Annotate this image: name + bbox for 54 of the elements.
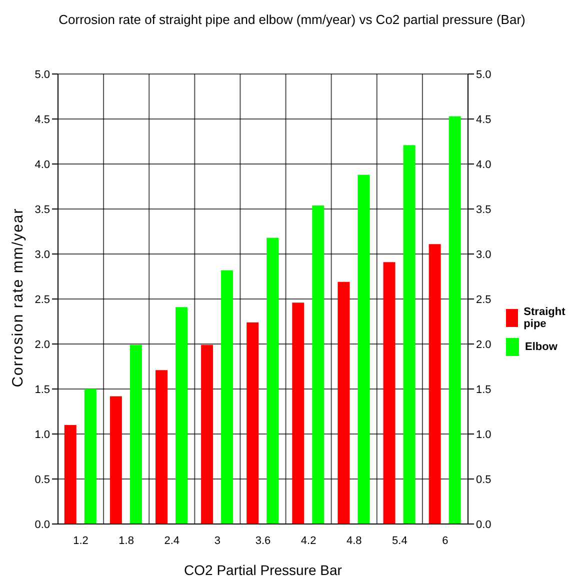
y2-tick-label: 4.5 <box>476 114 492 126</box>
y-tick-label: 3.5 <box>34 204 50 216</box>
bar <box>383 262 396 524</box>
x-axis-title: CO2 Partial Pressure Bar <box>183 562 343 578</box>
y2-tick-label: 0.5 <box>476 474 492 486</box>
y2-tick-label: 4.0 <box>476 158 492 171</box>
bar <box>403 145 416 524</box>
y2-tick-label: 5.0 <box>476 68 492 81</box>
y-tick-label: 4.0 <box>34 158 50 171</box>
bar <box>64 425 76 524</box>
y-tick-label: 1.0 <box>34 428 50 441</box>
bar <box>292 302 304 524</box>
bar <box>358 174 370 524</box>
bar <box>201 344 214 524</box>
y-tick-label: 2.5 <box>34 294 50 306</box>
x-tick-label: 1.8 <box>118 534 134 547</box>
chart-title: Corrosion rate of straight pipe and elbow (mm/year) vs Co2 partial pressure (Bar) <box>58 12 526 27</box>
bar <box>312 205 324 524</box>
y-axis-title: Corrosion rate mm/year <box>10 206 26 390</box>
y2-tick-label: 1.0 <box>476 428 492 441</box>
bar <box>266 238 279 524</box>
x-tick-label: 4.2 <box>300 534 316 547</box>
x-tick-label: 5.4 <box>392 534 408 547</box>
y-tick-label: 1.5 <box>34 384 50 396</box>
y-tick-label: 0.0 <box>34 518 50 531</box>
x-tick-label: 3 <box>214 534 221 547</box>
x-tick-label: 2.4 <box>164 534 180 547</box>
y2-tick-label: 2.5 <box>476 294 492 306</box>
y2-tick-label: 1.5 <box>476 384 492 396</box>
legend-label: Straight pipe <box>524 306 566 330</box>
x-tick-label: 4.8 <box>346 534 362 547</box>
y2-tick-label: 0.0 <box>476 518 492 531</box>
bar <box>448 116 461 524</box>
bar <box>130 344 142 524</box>
x-tick-label: 3.6 <box>255 534 271 547</box>
y-tick-label: 3.0 <box>34 248 50 261</box>
bar <box>246 322 259 524</box>
y2-tick-label: 3.5 <box>476 204 492 216</box>
x-tick-label: 1.2 <box>73 534 88 547</box>
y2-tick-label: 3.0 <box>476 248 492 261</box>
bar <box>175 307 188 524</box>
y-tick-label: 0.5 <box>34 474 50 486</box>
y-tick-label: 2.0 <box>34 338 50 351</box>
bar <box>338 282 350 524</box>
y-tick-label: 5.0 <box>34 68 50 81</box>
y2-tick-label: 2.0 <box>476 338 492 351</box>
y-tick-label: 4.5 <box>34 114 50 126</box>
bar <box>84 389 96 524</box>
legend-label: Elbow <box>525 341 558 353</box>
bar <box>155 370 168 524</box>
bar <box>110 396 122 524</box>
bar <box>221 270 234 524</box>
x-tick-label: 6 <box>442 534 448 547</box>
bar <box>428 244 441 524</box>
